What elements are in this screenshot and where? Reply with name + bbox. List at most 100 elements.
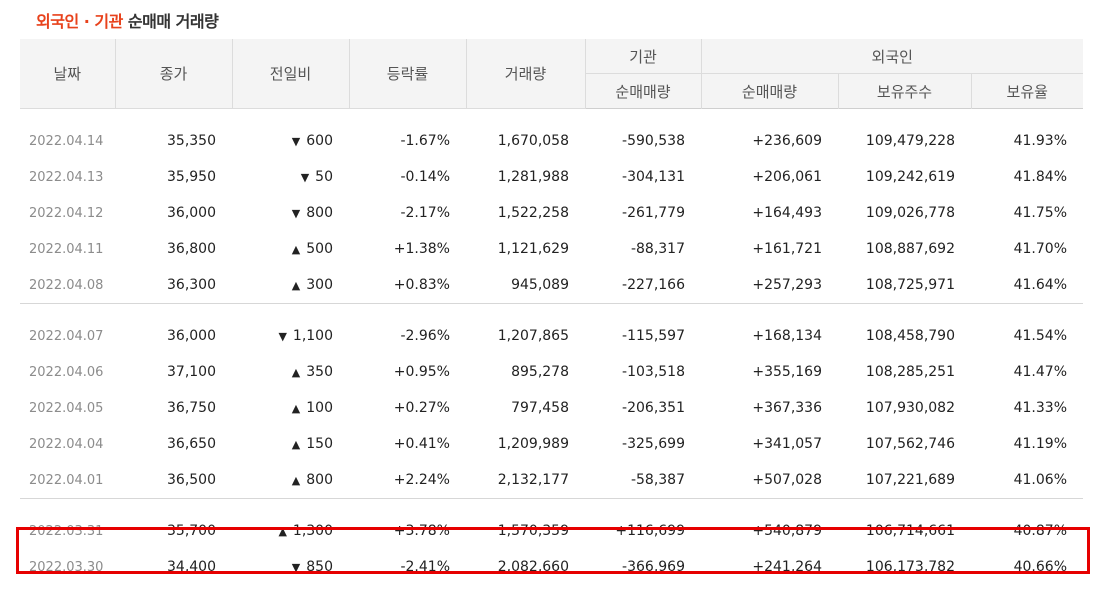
date-cell: 2022.04.01 [29, 472, 104, 488]
table-header: 날짜 종가 전일비 등락률 거래량 기관 외국인 순매매량 순매매량 보유주수 … [20, 39, 1083, 109]
change-cell: ▼ 1,100 [232, 318, 349, 354]
change-value: 1,100 [292, 328, 333, 344]
down-arrow-icon: ▼ [291, 135, 301, 148]
header-institution-group: 기관 [585, 39, 702, 74]
date-cell: 2022.04.04 [29, 436, 104, 452]
foreign-net-cell: +507,028 [752, 472, 822, 488]
table-row: 2022.04.07 36,000 ▼ 1,100 -2.96% 1,207,865 -11… [20, 318, 1083, 354]
date-cell: 2022.04.11 [29, 241, 104, 257]
group-spacer [20, 498, 1083, 513]
rate-cell: +3.78% [393, 523, 450, 539]
close-cell: 37,100 [167, 364, 216, 380]
rate-cell: -0.14% [400, 169, 450, 185]
close-cell: 36,650 [167, 436, 216, 452]
foreign-net-cell: +241,264 [752, 559, 822, 575]
up-arrow-icon: ▲ [291, 474, 301, 487]
foreign-ratio-cell: 41.75% [1013, 205, 1067, 221]
institution-net-cell: +116,699 [615, 523, 685, 539]
volume-cell: 1,209,989 [497, 436, 569, 452]
header-date: 날짜 [20, 39, 116, 109]
header-change: 전일비 [232, 39, 350, 109]
date-cell: 2022.04.07 [29, 328, 104, 344]
foreign-shares-cell: 107,930,082 [865, 400, 955, 416]
volume-cell: 1,522,258 [497, 205, 569, 221]
up-arrow-icon: ▲ [291, 438, 301, 451]
volume-cell: 2,082,660 [497, 559, 569, 575]
change-value: 800 [306, 472, 333, 488]
institution-net-cell: -366,969 [622, 559, 685, 575]
institution-net-cell: -227,166 [622, 277, 685, 293]
volume-cell: 1,570,359 [497, 523, 569, 539]
change-value: 800 [306, 205, 333, 221]
change-cell: ▼ 800 [232, 195, 349, 231]
header-institution-net: 순매매량 [585, 73, 702, 109]
volume-cell: 1,281,988 [497, 169, 569, 185]
rate-cell: -2.96% [400, 328, 450, 344]
foreign-ratio-cell: 41.64% [1013, 277, 1067, 293]
change-value: 850 [306, 559, 333, 575]
change-cell: ▲ 100 [232, 390, 349, 426]
rate-cell: -1.67% [400, 133, 450, 149]
table-row: 2022.04.13 35,950 ▼ 50 -0.14% 1,281,988 -304,1… [20, 159, 1083, 195]
foreign-ratio-cell: 40.66% [1013, 559, 1067, 575]
foreign-ratio-cell: 41.84% [1013, 169, 1067, 185]
change-value: 500 [306, 241, 333, 257]
group-spacer [20, 303, 1083, 318]
foreign-net-cell: +236,609 [752, 133, 822, 149]
volume-cell: 895,278 [511, 364, 569, 380]
foreign-ratio-cell: 41.47% [1013, 364, 1067, 380]
change-cell: ▲ 1,300 [232, 513, 349, 549]
rate-cell: +0.27% [393, 400, 450, 416]
institution-net-cell: -58,387 [630, 472, 685, 488]
table-row: 2022.04.01 36,500 ▲ 800 +2.24% 2,132,177 -58,3… [20, 462, 1083, 499]
foreign-shares-cell: 106,714,661 [865, 523, 955, 539]
up-arrow-icon: ▲ [278, 525, 287, 538]
change-value: 150 [306, 436, 333, 452]
change-cell: ▼ 600 [232, 123, 349, 159]
up-arrow-icon: ▲ [291, 243, 301, 256]
volume-cell: 1,207,865 [497, 328, 569, 344]
close-cell: 35,350 [167, 133, 216, 149]
up-arrow-icon: ▲ [291, 366, 301, 379]
change-value: 600 [306, 133, 333, 149]
institution-net-cell: -325,699 [622, 436, 685, 452]
foreign-net-cell: +341,057 [752, 436, 822, 452]
change-cell: ▲ 150 [232, 426, 349, 462]
date-cell: 2022.04.13 [29, 169, 104, 185]
rate-cell: +2.24% [393, 472, 450, 488]
rate-cell: +0.95% [393, 364, 450, 380]
foreign-net-cell: +164,493 [752, 205, 822, 221]
institution-net-cell: -206,351 [622, 400, 685, 416]
header-close: 종가 [115, 39, 233, 109]
rate-cell: +0.83% [393, 277, 450, 293]
foreign-net-cell: +206,061 [752, 169, 822, 185]
institution-net-cell: -115,597 [622, 328, 685, 344]
foreign-net-cell: +355,169 [752, 364, 822, 380]
rate-cell: -2.41% [400, 559, 450, 575]
table-row: 2022.03.31 35,700 ▲ 1,300 +3.78% 1,570,359 +11… [20, 513, 1083, 549]
foreign-net-cell: +168,134 [752, 328, 822, 344]
header-rate: 등락률 [349, 39, 467, 109]
down-arrow-icon: ▼ [291, 561, 301, 574]
institution-net-cell: -304,131 [622, 169, 685, 185]
table-body: 2022.04.14 35,350 ▼ 600 -1.67% 1,670,058 -590,… [20, 109, 1083, 586]
foreign-shares-cell: 108,725,971 [865, 277, 955, 293]
change-value: 1,300 [292, 523, 333, 539]
up-arrow-icon: ▲ [291, 402, 301, 415]
close-cell: 36,000 [167, 328, 216, 344]
down-arrow-icon: ▼ [291, 207, 301, 220]
close-cell: 36,000 [167, 205, 216, 221]
volume-cell: 1,670,058 [497, 133, 569, 149]
date-cell: 2022.04.14 [29, 133, 104, 149]
change-cell: ▲ 350 [232, 354, 349, 390]
institution-net-cell: -88,317 [630, 241, 685, 257]
rate-cell: -2.17% [400, 205, 450, 221]
header-volume: 거래량 [466, 39, 586, 109]
volume-cell: 797,458 [511, 400, 569, 416]
institution-net-cell: -103,518 [622, 364, 685, 380]
date-cell: 2022.03.31 [29, 523, 104, 539]
group-spacer [20, 109, 1083, 124]
date-cell: 2022.04.05 [29, 400, 104, 416]
change-cell: ▼ 50 [232, 159, 349, 195]
